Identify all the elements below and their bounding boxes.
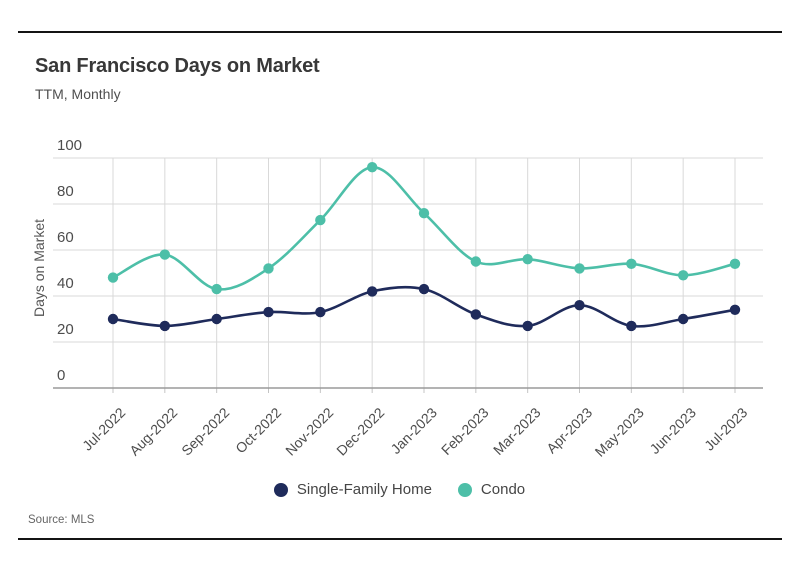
data-point-single-family: [470, 309, 482, 320]
data-point-condo: [211, 283, 222, 295]
y-axis-tick-label: 100: [57, 137, 83, 154]
data-point-condo: [729, 258, 741, 269]
data-point-condo: [366, 162, 378, 173]
legend-label-single-family: Single-Family Home: [296, 481, 432, 498]
data-point-single-family: [159, 320, 171, 332]
data-point-condo: [159, 249, 171, 260]
data-point-condo: [418, 208, 430, 219]
data-point-single-family: [626, 320, 637, 332]
data-point-single-family: [574, 300, 585, 311]
data-point-single-family: [677, 313, 689, 325]
data-point-condo: [315, 214, 326, 226]
y-axis-tick-label: 40: [57, 275, 74, 292]
data-point-condo: [263, 263, 274, 274]
legend-item-single-family: Single-Family Home: [273, 481, 432, 498]
bottom-rule: [18, 538, 782, 540]
legend-dot-single-family: [273, 482, 288, 497]
legend-dot-condo: [457, 482, 472, 497]
data-point-single-family: [263, 306, 274, 318]
legend: Single-Family Home Condo: [0, 481, 799, 498]
legend-label-condo: Condo: [480, 481, 526, 498]
chart-title: San Francisco Days on Market: [35, 55, 320, 77]
y-axis-tick-label: 20: [57, 321, 74, 338]
y-axis-tick-label: 60: [57, 229, 74, 246]
data-point-condo: [522, 254, 533, 265]
data-point-condo: [626, 258, 637, 269]
top-rule: [18, 31, 782, 33]
data-point-single-family: [211, 313, 222, 325]
data-point-condo: [470, 256, 482, 267]
y-axis-tick-label: 80: [57, 183, 74, 200]
source-note: Source: MLS: [28, 514, 95, 526]
data-point-condo: [107, 272, 119, 283]
y-axis-tick-label: 0: [57, 367, 66, 384]
data-point-condo: [677, 270, 689, 281]
data-point-condo: [574, 263, 585, 274]
data-point-single-family: [418, 283, 430, 295]
chart-subtitle: TTM, Monthly: [35, 86, 121, 102]
data-point-single-family: [366, 286, 378, 297]
data-point-single-family: [729, 304, 741, 315]
legend-item-condo: Condo: [457, 481, 526, 498]
data-point-single-family: [522, 320, 533, 332]
data-point-single-family: [315, 306, 326, 318]
data-point-single-family: [107, 313, 119, 325]
